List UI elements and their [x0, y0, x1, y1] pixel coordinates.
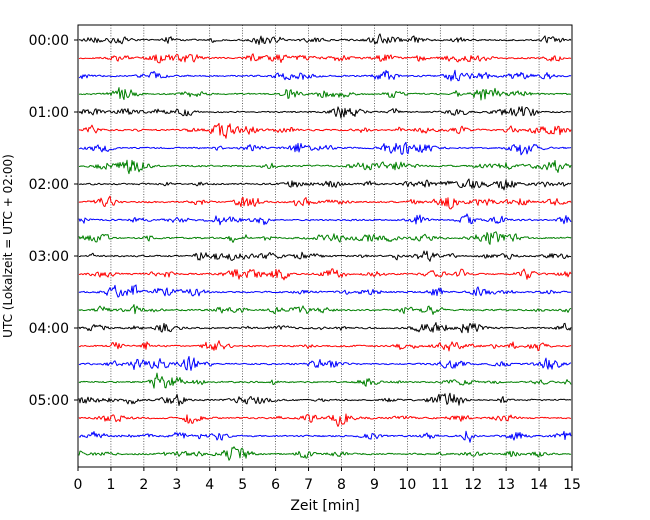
seismic-trace — [78, 159, 572, 175]
seismic-trace — [78, 213, 572, 226]
y-tick-label: 05:00 — [29, 393, 69, 409]
seismic-trace — [78, 413, 572, 427]
seismic-trace — [78, 178, 572, 191]
seismic-trace — [78, 33, 572, 46]
seismic-trace — [78, 122, 572, 139]
grid-lines — [110, 25, 540, 467]
y-tick-label: 00:00 — [29, 33, 69, 49]
seismic-trace — [78, 250, 572, 262]
seismic-trace — [78, 372, 572, 389]
x-tick-label: 9 — [370, 477, 379, 493]
seismic-trace — [78, 268, 572, 281]
seismic-trace — [78, 446, 572, 461]
x-tick-label: 8 — [337, 477, 346, 493]
seismic-trace — [78, 355, 572, 371]
seismic-trace — [78, 231, 572, 245]
seismic-trace — [78, 106, 572, 119]
y-tick-label: 03:00 — [29, 249, 69, 265]
x-tick-label: 14 — [530, 477, 548, 493]
y-tick-label: 01:00 — [29, 105, 69, 121]
x-tick-label: 11 — [431, 477, 449, 493]
x-tick-label: 0 — [74, 477, 83, 493]
y-tick-label: 04:00 — [29, 321, 69, 337]
x-tick-label: 2 — [139, 477, 148, 493]
seismic-trace — [78, 195, 572, 210]
seismic-trace — [78, 304, 572, 315]
x-tick-label: 7 — [304, 477, 313, 493]
seismic-trace — [78, 87, 572, 101]
seismic-trace — [78, 69, 572, 82]
x-tick-label: 12 — [464, 477, 482, 493]
plot-background — [78, 25, 572, 467]
x-axis-label: Zeit [min] — [290, 498, 359, 514]
plot-frame — [77, 24, 573, 468]
x-tick-label: 1 — [106, 477, 115, 493]
seismic-trace — [78, 322, 572, 334]
y-axis-ticks: 00:00 01:00 02:00 03:00 04:00 05:00 — [29, 33, 78, 409]
seismic-trace — [78, 141, 572, 156]
x-tick-label: 4 — [205, 477, 214, 493]
seismic-trace — [78, 284, 572, 298]
seismic-trace — [78, 430, 572, 443]
x-tick-label: 15 — [563, 477, 581, 493]
x-axis-ticks: 0 1 2 3 4 5 6 7 8 9 10 11 12 13 14 15 — [74, 467, 581, 493]
x-tick-label: 5 — [238, 477, 247, 493]
x-tick-label: 10 — [398, 477, 416, 493]
seismic-trace — [78, 392, 572, 406]
traces — [78, 33, 572, 461]
y-axis-label: UTC (Lokalzeit = UTC + 02:00) — [1, 154, 15, 338]
seismic-trace — [78, 340, 572, 352]
x-tick-label: 6 — [271, 477, 280, 493]
x-tick-label: 13 — [497, 477, 515, 493]
y-tick-label: 02:00 — [29, 177, 69, 193]
x-tick-label: 3 — [172, 477, 181, 493]
seismic-trace — [78, 53, 572, 64]
